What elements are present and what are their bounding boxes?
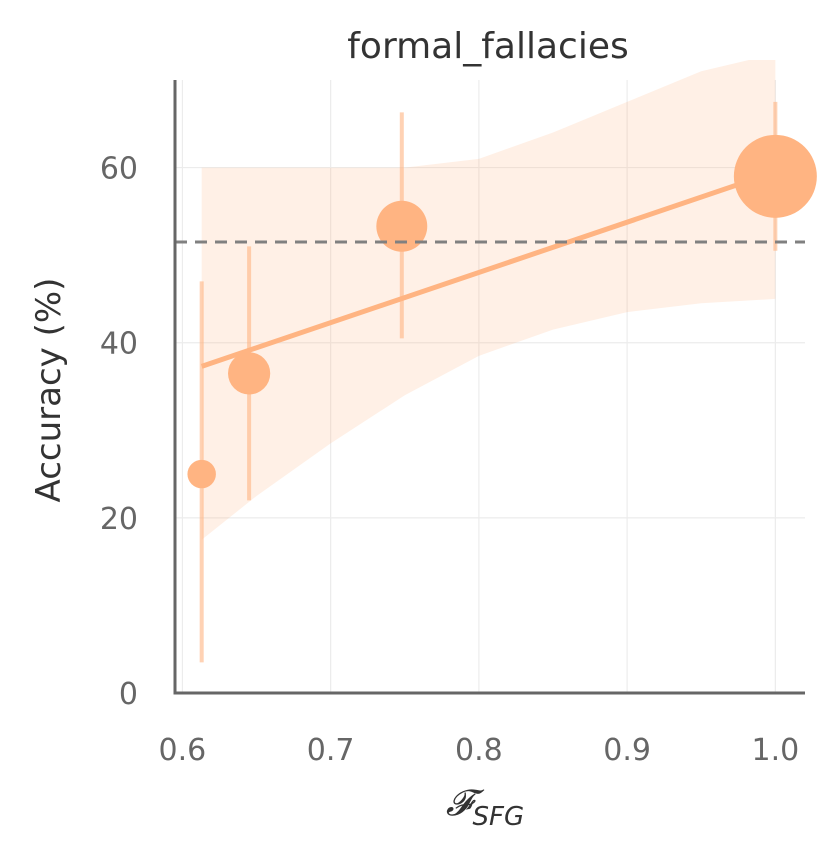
chart-title: formal_fallacies xyxy=(347,26,629,67)
confidence-band-area xyxy=(201,60,776,540)
confidence-band xyxy=(201,60,776,540)
data-point-2 xyxy=(376,200,428,252)
data-point-3 xyxy=(733,134,817,218)
y-tick-label-0: 0 xyxy=(119,677,138,712)
y-tick-label-3: 60 xyxy=(100,152,138,187)
data-point-0 xyxy=(187,459,216,489)
data-point-1 xyxy=(228,352,271,395)
x-tick-label-1: 0.7 xyxy=(307,733,355,768)
x-axis-label-sub: SFG xyxy=(472,802,524,832)
y-axis-label: Accuracy (%) xyxy=(29,278,69,503)
y-tick-label-1: 20 xyxy=(100,502,138,537)
data-points xyxy=(187,134,817,489)
x-axis-label: 𝓕SFG xyxy=(446,783,524,832)
x-tick-label-3: 0.9 xyxy=(603,733,651,768)
x-tick-label-0: 0.6 xyxy=(159,733,207,768)
tick-labels: 0.6 0.7 0.8 0.9 1.0 0 20 40 60 xyxy=(100,152,799,768)
regression-line xyxy=(200,169,777,369)
y-tick-label-2: 40 xyxy=(100,327,138,362)
x-tick-label-4: 1.0 xyxy=(751,733,799,768)
axes xyxy=(173,80,805,695)
x-tick-label-2: 0.8 xyxy=(455,733,503,768)
fit-line xyxy=(200,169,777,369)
